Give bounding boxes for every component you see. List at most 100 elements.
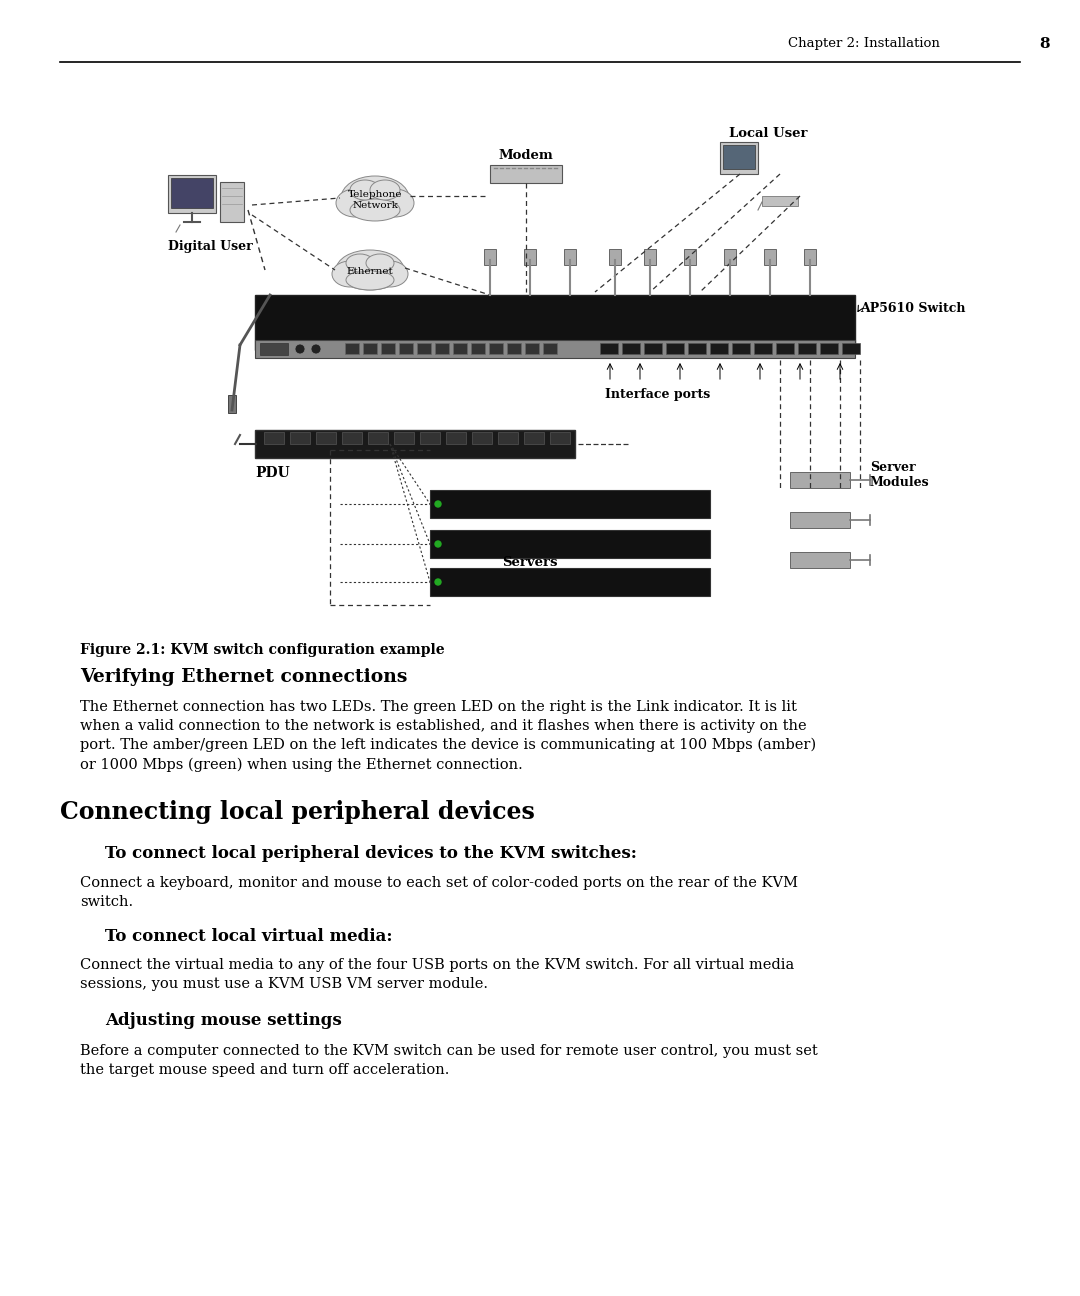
Text: 8: 8: [1040, 38, 1051, 51]
Circle shape: [435, 579, 441, 584]
FancyBboxPatch shape: [684, 249, 696, 264]
Text: Connect a keyboard, monitor and mouse to each set of color-coded ports on the re: Connect a keyboard, monitor and mouse to…: [80, 876, 798, 908]
FancyBboxPatch shape: [484, 249, 496, 264]
Text: Digital User: Digital User: [167, 240, 253, 253]
Text: To connect local peripheral devices to the KVM switches:: To connect local peripheral devices to t…: [105, 845, 637, 862]
Ellipse shape: [366, 254, 394, 272]
FancyBboxPatch shape: [255, 340, 855, 358]
FancyBboxPatch shape: [842, 343, 860, 354]
FancyBboxPatch shape: [789, 512, 850, 527]
Text: Connect the virtual media to any of the four USB ports on the KVM switch. For al: Connect the virtual media to any of the …: [80, 958, 794, 991]
Ellipse shape: [346, 270, 394, 290]
Ellipse shape: [332, 260, 368, 286]
FancyBboxPatch shape: [600, 343, 618, 354]
FancyBboxPatch shape: [345, 343, 359, 354]
Text: To connect local virtual media:: To connect local virtual media:: [105, 928, 392, 945]
FancyBboxPatch shape: [622, 343, 640, 354]
FancyBboxPatch shape: [363, 343, 377, 354]
Ellipse shape: [341, 176, 409, 220]
Text: AP5610 Switch: AP5610 Switch: [860, 302, 966, 315]
FancyBboxPatch shape: [564, 249, 576, 264]
FancyBboxPatch shape: [498, 432, 518, 445]
FancyBboxPatch shape: [609, 249, 621, 264]
FancyBboxPatch shape: [381, 343, 395, 354]
FancyBboxPatch shape: [260, 343, 288, 355]
FancyBboxPatch shape: [754, 343, 772, 354]
FancyBboxPatch shape: [524, 432, 544, 445]
FancyBboxPatch shape: [820, 343, 838, 354]
FancyBboxPatch shape: [453, 343, 467, 354]
Ellipse shape: [372, 260, 408, 286]
Circle shape: [295, 343, 305, 354]
FancyBboxPatch shape: [777, 343, 794, 354]
FancyBboxPatch shape: [430, 568, 710, 596]
FancyBboxPatch shape: [168, 175, 216, 213]
FancyBboxPatch shape: [710, 343, 728, 354]
FancyBboxPatch shape: [507, 343, 521, 354]
Ellipse shape: [350, 180, 380, 200]
FancyBboxPatch shape: [688, 343, 706, 354]
Text: Chapter 2: Installation: Chapter 2: Installation: [788, 38, 940, 51]
Ellipse shape: [376, 189, 414, 216]
FancyBboxPatch shape: [720, 143, 758, 174]
FancyBboxPatch shape: [394, 432, 414, 445]
FancyBboxPatch shape: [430, 530, 710, 559]
Text: Servers: Servers: [502, 556, 557, 569]
FancyBboxPatch shape: [264, 432, 284, 445]
FancyBboxPatch shape: [342, 432, 362, 445]
FancyBboxPatch shape: [723, 145, 755, 168]
FancyBboxPatch shape: [430, 490, 710, 518]
Text: Verifying Ethernet connections: Verifying Ethernet connections: [80, 667, 407, 686]
Text: Adjusting mouse settings: Adjusting mouse settings: [105, 1012, 341, 1029]
FancyBboxPatch shape: [524, 249, 536, 264]
FancyBboxPatch shape: [489, 343, 503, 354]
FancyBboxPatch shape: [666, 343, 684, 354]
FancyBboxPatch shape: [762, 196, 798, 206]
FancyBboxPatch shape: [798, 343, 816, 354]
Text: Interface ports: Interface ports: [606, 388, 711, 400]
Ellipse shape: [370, 180, 400, 200]
Text: Server
Modules: Server Modules: [870, 461, 930, 489]
FancyBboxPatch shape: [789, 552, 850, 568]
FancyBboxPatch shape: [420, 432, 440, 445]
Ellipse shape: [346, 254, 374, 272]
Text: Telephone
Network: Telephone Network: [348, 191, 402, 210]
FancyBboxPatch shape: [804, 249, 816, 264]
FancyBboxPatch shape: [228, 395, 237, 413]
FancyBboxPatch shape: [255, 430, 575, 457]
FancyBboxPatch shape: [472, 432, 492, 445]
FancyBboxPatch shape: [644, 343, 662, 354]
Ellipse shape: [336, 189, 374, 216]
FancyBboxPatch shape: [543, 343, 557, 354]
FancyBboxPatch shape: [399, 343, 413, 354]
FancyBboxPatch shape: [316, 432, 336, 445]
FancyBboxPatch shape: [525, 343, 539, 354]
FancyBboxPatch shape: [171, 178, 213, 207]
FancyBboxPatch shape: [789, 472, 850, 489]
Circle shape: [435, 502, 441, 507]
Text: Local User: Local User: [729, 127, 807, 140]
FancyBboxPatch shape: [435, 343, 449, 354]
Ellipse shape: [350, 200, 400, 222]
Circle shape: [435, 540, 441, 547]
FancyBboxPatch shape: [220, 181, 244, 222]
FancyBboxPatch shape: [764, 249, 777, 264]
Text: Ethernet: Ethernet: [347, 267, 393, 276]
Text: Connecting local peripheral devices: Connecting local peripheral devices: [60, 800, 535, 824]
FancyBboxPatch shape: [446, 432, 465, 445]
FancyBboxPatch shape: [368, 432, 388, 445]
FancyBboxPatch shape: [291, 432, 310, 445]
FancyBboxPatch shape: [724, 249, 735, 264]
Text: Figure 2.1: KVM switch configuration example: Figure 2.1: KVM switch configuration exa…: [80, 643, 445, 657]
Circle shape: [311, 343, 321, 354]
FancyBboxPatch shape: [550, 432, 570, 445]
Text: Before a computer connected to the KVM switch can be used for remote user contro: Before a computer connected to the KVM s…: [80, 1045, 818, 1077]
FancyBboxPatch shape: [471, 343, 485, 354]
FancyBboxPatch shape: [732, 343, 750, 354]
Text: Modem: Modem: [499, 149, 553, 162]
FancyBboxPatch shape: [255, 295, 855, 350]
FancyBboxPatch shape: [417, 343, 431, 354]
FancyBboxPatch shape: [490, 165, 562, 183]
Text: PDU: PDU: [255, 467, 289, 480]
Text: The Ethernet connection has two LEDs. The green LED on the right is the Link ind: The Ethernet connection has two LEDs. Th…: [80, 700, 816, 772]
